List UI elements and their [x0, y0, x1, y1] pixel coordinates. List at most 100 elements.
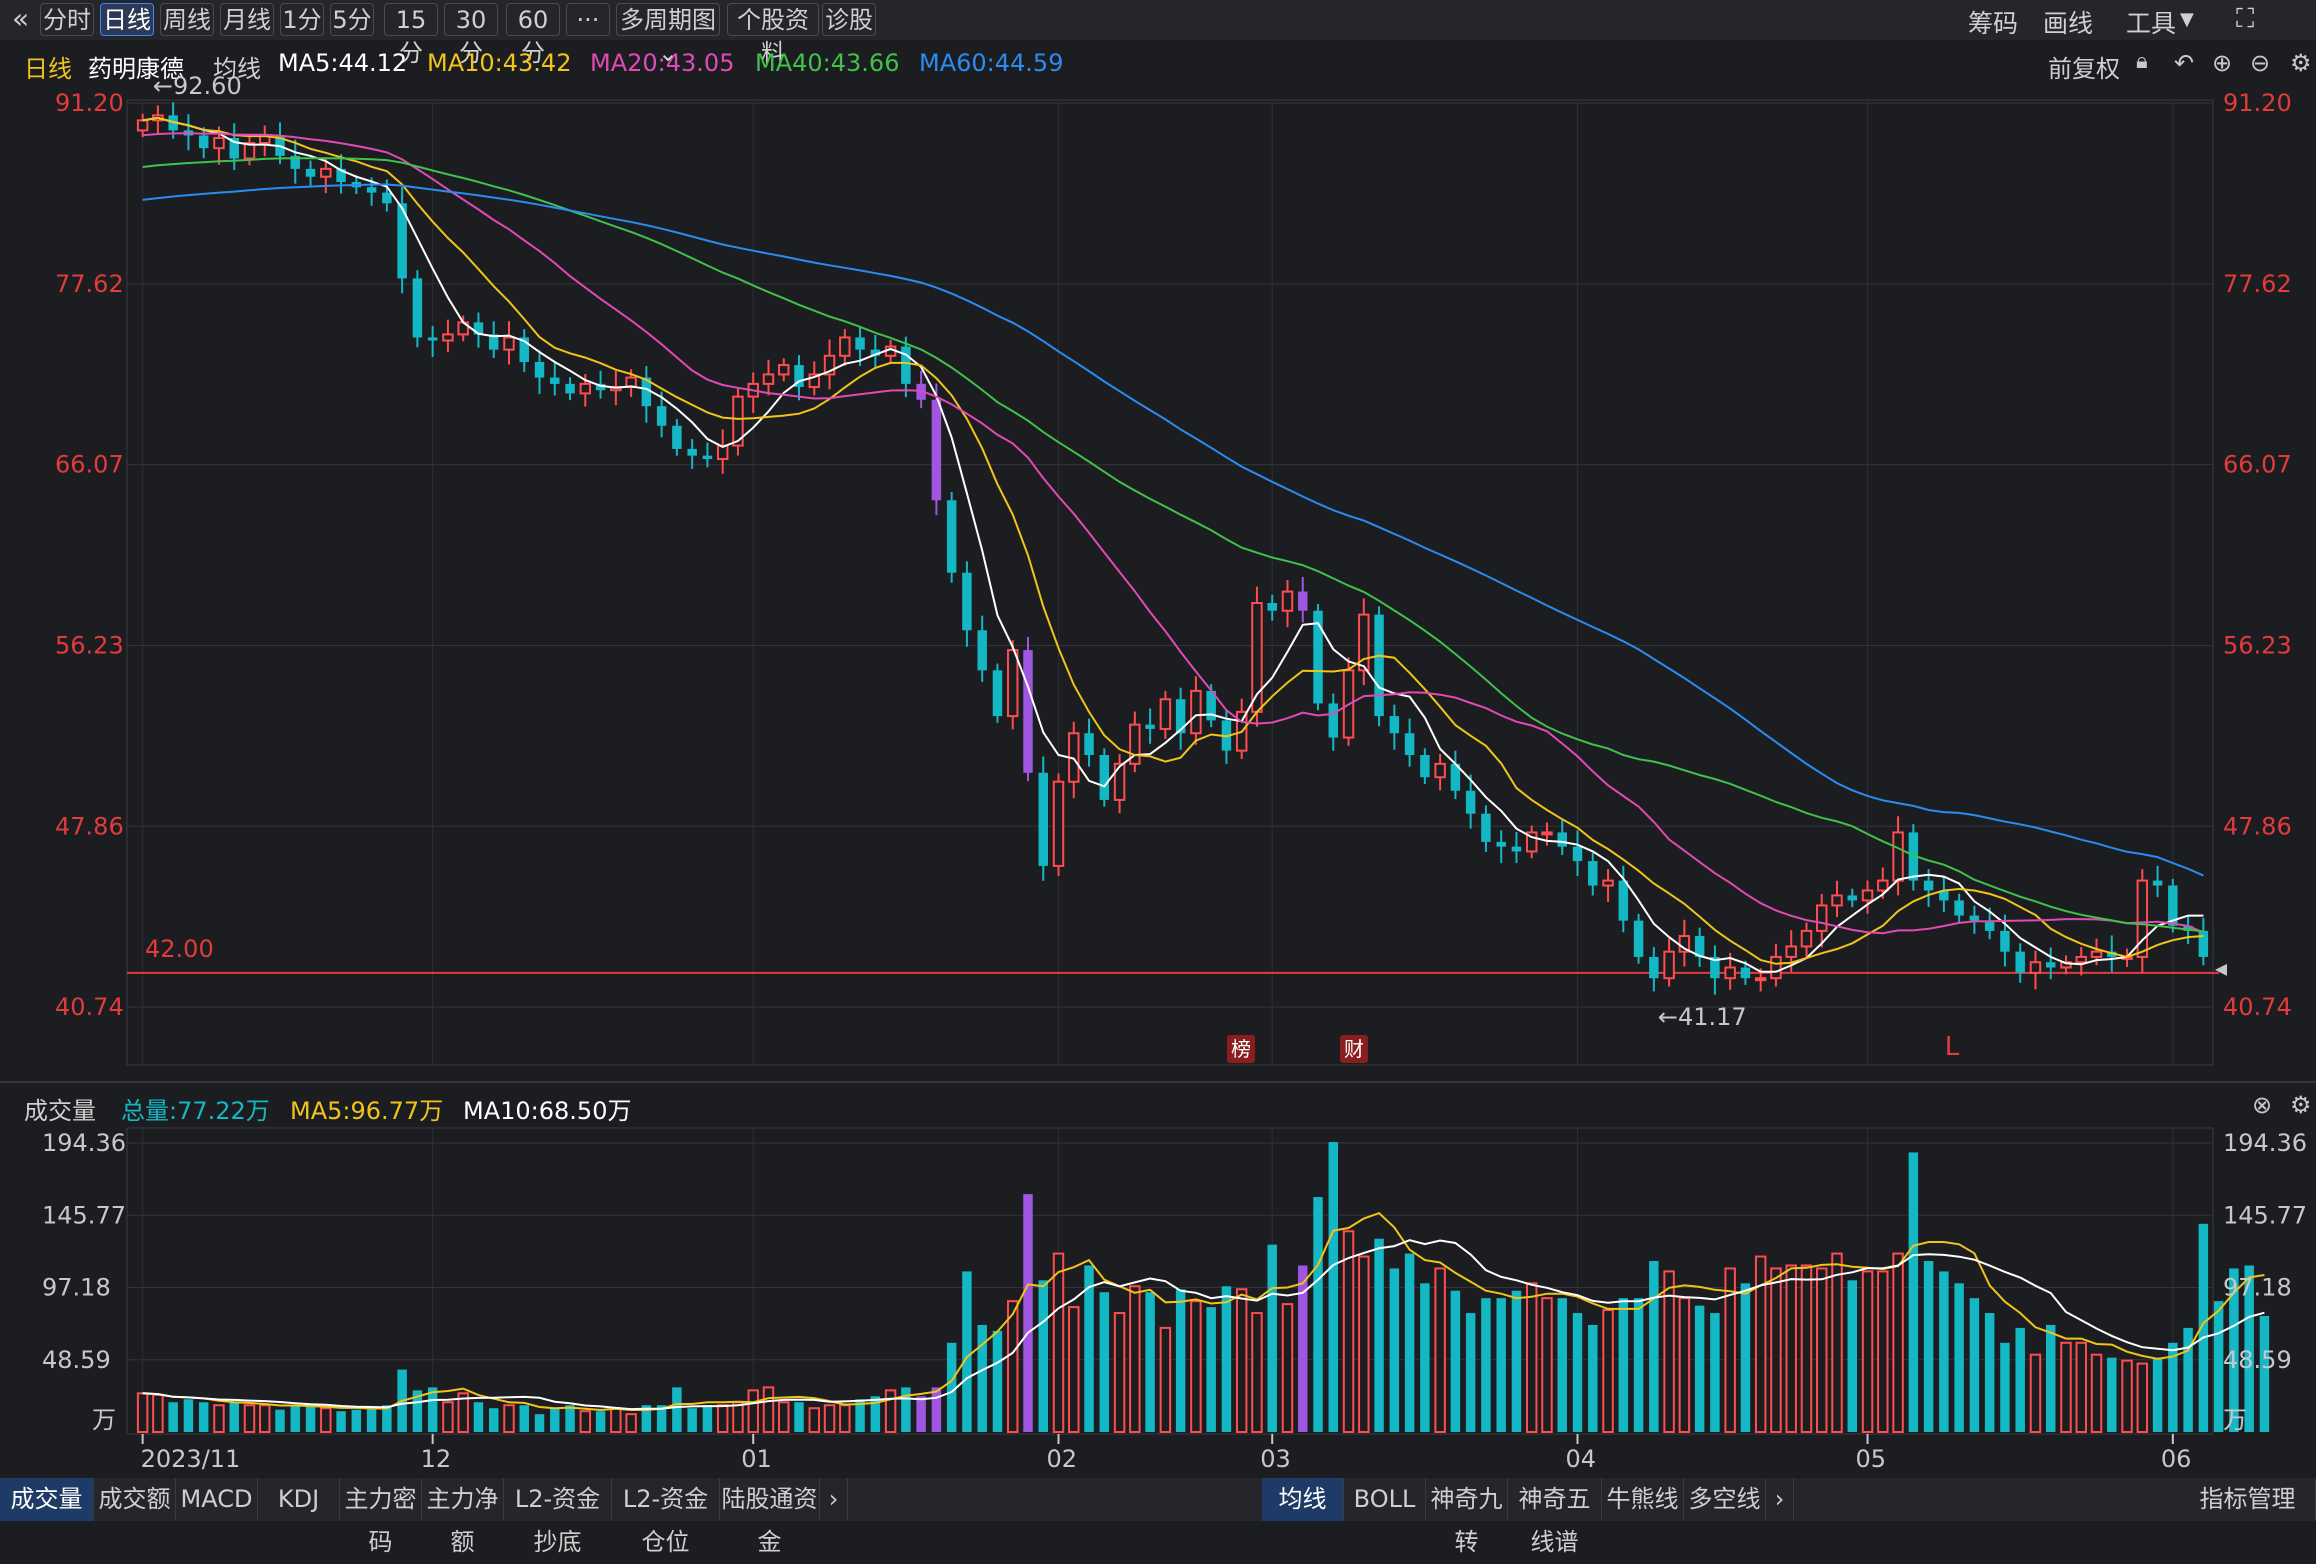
volume-bar	[778, 1401, 790, 1433]
candle-body	[977, 630, 987, 671]
ranking-marker[interactable]: 榜	[1227, 1035, 1255, 1063]
toolbar-button[interactable]: 60分	[506, 3, 560, 67]
double-chevron-left-icon[interactable]: «	[12, 2, 30, 35]
tab-left[interactable]: 成交量	[0, 1478, 94, 1521]
price-y-tick-left: 91.20	[55, 89, 124, 117]
volume-bar	[2168, 1342, 2178, 1432]
tools-button[interactable]: 工具	[2126, 9, 2177, 38]
toolbar-button[interactable]: 1分	[280, 3, 324, 36]
toolbar-button[interactable]: 多周期图 ⌄	[616, 3, 720, 67]
volume-bar	[473, 1402, 484, 1432]
undo-icon[interactable]: ↶	[2174, 49, 2195, 77]
toolbar-button[interactable]: 个股资料	[727, 3, 819, 67]
tab-left[interactable]: L2-资金仓位	[612, 1478, 720, 1556]
ma5-line	[142, 116, 2204, 973]
tab-left[interactable]: 主力净额	[422, 1478, 504, 1556]
volume-bar	[229, 1402, 239, 1432]
candle-body	[519, 337, 529, 362]
toolbar-button[interactable]: 15分	[384, 3, 438, 67]
draw-line-button[interactable]: 画线	[2043, 9, 2094, 38]
volume-bar	[839, 1404, 851, 1433]
tab-left[interactable]: 陆股通资金	[720, 1478, 820, 1556]
candle-body	[305, 168, 316, 177]
candle-body	[579, 382, 592, 395]
close-icon[interactable]: ⊗	[2252, 1091, 2273, 1119]
candle-body	[427, 337, 438, 341]
toolbar-button[interactable]: 周线	[160, 3, 214, 36]
tab-right[interactable]: 神奇九转	[1426, 1478, 1508, 1556]
zoom-in-icon[interactable]: ⊕	[2212, 49, 2233, 77]
candle-body	[1525, 831, 1538, 853]
volume-bar	[1374, 1238, 1384, 1432]
toolbar-button[interactable]: 5分	[330, 3, 374, 36]
tab-left[interactable]: KDJ	[258, 1478, 340, 1521]
kline-chart[interactable]: 91.20 91.20 77.62 77.62 66.07 66.07 56.23 56.23…	[0, 0, 2316, 1478]
candle-body	[2152, 880, 2163, 886]
lock-icon[interactable]: 🔒︎	[2136, 49, 2148, 74]
volume-y-tick-left: 145.77	[42, 1201, 126, 1229]
caret-down-icon[interactable]: ▼	[2180, 9, 2194, 30]
price-y-tick-left: 40.74	[55, 993, 124, 1021]
volume-bar	[152, 1393, 164, 1433]
volume-y-tick-left: 97.18	[42, 1274, 111, 1302]
ma40-line	[142, 157, 2204, 933]
candle-body	[320, 167, 332, 178]
volume-bar	[1525, 1282, 1538, 1434]
tab-right[interactable]: 均线	[1262, 1478, 1344, 1521]
candle-body	[1892, 831, 1904, 882]
candle-body	[656, 406, 667, 426]
zoom-out-icon[interactable]: ⊖	[2250, 49, 2271, 77]
toolbar-button[interactable]: 30分	[444, 3, 498, 67]
volume-bar	[1450, 1290, 1461, 1432]
tab-right[interactable]: 多空线	[1684, 1478, 1766, 1521]
x-tick-label: 05	[1856, 1445, 1887, 1473]
candle-body	[687, 448, 697, 456]
tab-right[interactable]: BOLL	[1344, 1478, 1426, 1521]
volume-bar	[870, 1396, 881, 1432]
volume-bar	[2029, 1353, 2042, 1433]
volume-bar	[336, 1411, 346, 1432]
toolbar-button[interactable]: 日线	[100, 3, 154, 36]
volume-bar	[366, 1408, 377, 1432]
tab-left[interactable]: 成交额	[94, 1478, 176, 1521]
chevron-right-icon[interactable]: ›	[1766, 1478, 1794, 1521]
finance-marker[interactable]: 财	[1340, 1035, 1368, 1063]
limit-marker[interactable]: L	[1944, 1032, 1960, 1062]
volume-bar	[2229, 1268, 2239, 1432]
volume-bar	[1572, 1313, 1583, 1432]
tab-left[interactable]: 主力密码	[340, 1478, 422, 1556]
tab-left[interactable]: L2-资金抄底	[504, 1478, 612, 1556]
ma40-value: MA40:43.66	[755, 49, 900, 77]
settings-icon[interactable]: ⚙	[2290, 1091, 2312, 1119]
volume-bar	[1420, 1283, 1430, 1432]
volume-bar	[732, 1401, 744, 1433]
toolbar-button[interactable]: ···	[566, 3, 610, 36]
x-tick-label: 12	[421, 1445, 452, 1473]
x-tick-label: 03	[1260, 1445, 1291, 1473]
tab-right[interactable]: 牛熊线	[1602, 1478, 1684, 1521]
ma-label[interactable]: 均线	[213, 55, 261, 83]
tab-right[interactable]: 神奇五线谱	[1508, 1478, 1602, 1556]
chip-distribution-button[interactable]: 筹码	[1968, 9, 2019, 38]
candle-body	[1724, 966, 1736, 980]
volume-bar	[1175, 1289, 1186, 1432]
indicator-manage-button[interactable]: 指标管理	[2180, 1478, 2316, 1521]
volume-bar	[1939, 1271, 1949, 1432]
volume-bar	[1023, 1194, 1033, 1432]
candle-body	[1465, 790, 1476, 814]
ma20-line	[142, 132, 2204, 935]
chevron-right-icon[interactable]: ›	[820, 1478, 848, 1521]
settings-icon[interactable]: ⚙	[2290, 49, 2312, 77]
toolbar-button[interactable]: 分时	[40, 3, 94, 36]
price-y-tick-left: 66.07	[55, 451, 124, 479]
volume-bar	[2090, 1353, 2103, 1433]
tab-left[interactable]: MACD	[176, 1478, 258, 1521]
fullscreen-icon[interactable]: ⛶	[2236, 4, 2255, 34]
toolbar-button[interactable]: 月线	[220, 3, 274, 36]
ma10-line	[142, 116, 2204, 965]
toolbar-button[interactable]: 诊股	[822, 3, 876, 36]
candle-body	[1420, 755, 1430, 778]
candle-body	[901, 346, 911, 384]
volume-bar	[427, 1387, 438, 1432]
adjust-label[interactable]: 前复权	[2048, 55, 2120, 83]
